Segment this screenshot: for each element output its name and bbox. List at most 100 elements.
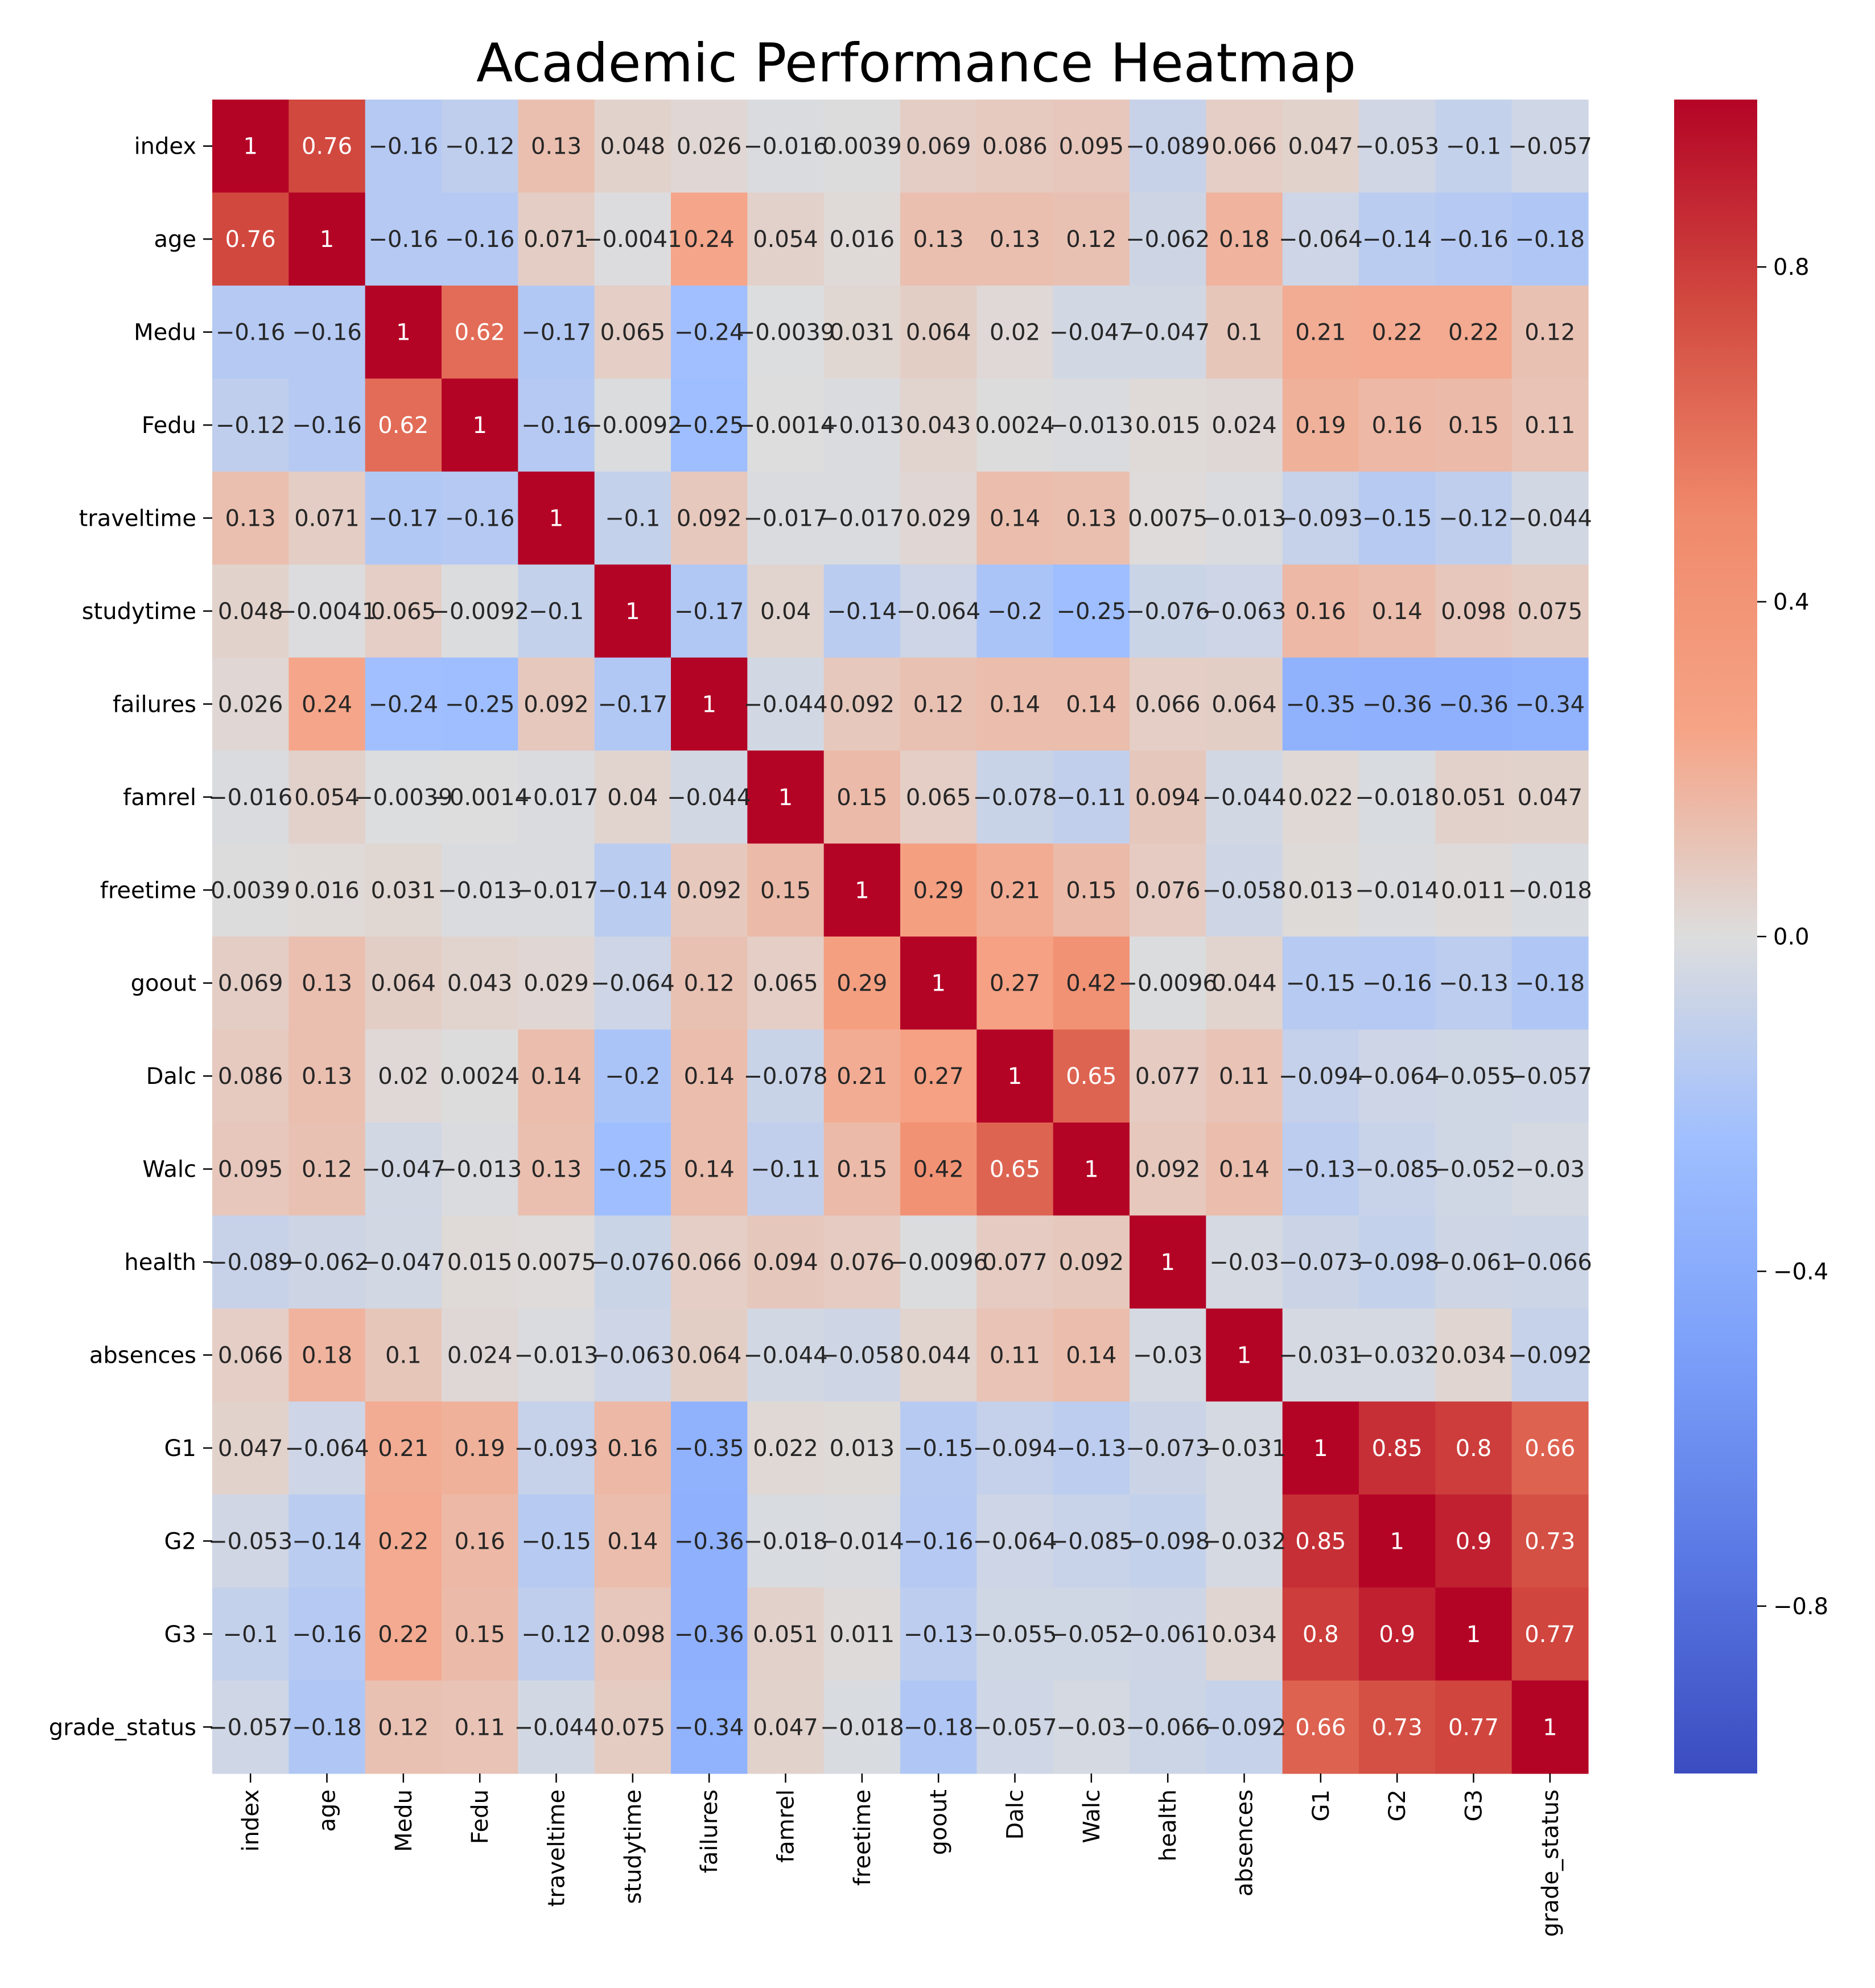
heatmap-cell-label: −0.085 — [1355, 1157, 1439, 1183]
heatmap-cell-label: 0.77 — [1448, 1714, 1499, 1740]
heatmap-cell — [442, 285, 518, 379]
heatmap-cell — [365, 378, 442, 472]
heatmap-cell-label: 0.12 — [302, 1157, 352, 1183]
heatmap-cell-label: −0.12 — [521, 1622, 591, 1648]
heatmap-cell — [365, 285, 442, 379]
heatmap-cell-label: 0.066 — [1211, 134, 1277, 160]
heatmap-cell-label: 1 — [396, 320, 410, 346]
heatmap-cell-label: −0.093 — [514, 1436, 598, 1462]
heatmap-cell-label: −0.044 — [1202, 785, 1286, 811]
heatmap-cell-label: −0.17 — [674, 599, 744, 625]
heatmap-cell-label: −0.36 — [674, 1622, 744, 1648]
heatmap-cell — [289, 285, 366, 379]
heatmap-cell — [976, 378, 1054, 472]
heatmap-cell — [1053, 1122, 1130, 1216]
heatmap-cell — [1435, 285, 1513, 379]
heatmap-cell-label: −0.078 — [972, 785, 1057, 811]
heatmap-cell-label: −0.085 — [1049, 1528, 1134, 1554]
heatmap-cell — [823, 1308, 901, 1402]
heatmap-cell — [442, 100, 518, 193]
heatmap-cell — [900, 937, 977, 1030]
heatmap-cell-label: −0.14 — [598, 877, 668, 904]
heatmap-cell-label: −0.25 — [1057, 599, 1127, 625]
heatmap-cell — [365, 1308, 442, 1402]
heatmap-cell-label: −0.16 — [904, 1528, 974, 1554]
heatmap-cell-label: 0.075 — [600, 1714, 666, 1740]
heatmap-cell — [212, 1680, 289, 1774]
x-tick-label: grade_status — [1538, 1789, 1564, 1937]
y-tick-label: age — [154, 226, 196, 253]
heatmap-cell-label: −0.018 — [1355, 785, 1439, 811]
heatmap-cell-label: 1 — [472, 413, 487, 439]
heatmap-cell — [1206, 564, 1283, 658]
heatmap-cell — [1359, 192, 1436, 286]
heatmap-cell-label: 0.071 — [294, 506, 360, 532]
heatmap-cell-label: 0.14 — [990, 506, 1040, 532]
heatmap-cell-label: 0.8 — [1456, 1436, 1492, 1462]
heatmap-cell-label: 0.85 — [1295, 1528, 1346, 1554]
heatmap-cell-label: 0.13 — [990, 226, 1040, 253]
heatmap-cell — [1282, 564, 1359, 658]
heatmap-cell — [671, 1029, 748, 1123]
y-tick-label: freetime — [100, 877, 196, 904]
heatmap-cell-label: −0.0092 — [583, 413, 682, 439]
heatmap-cell — [823, 657, 901, 751]
heatmap-cell-label: −0.013 — [1049, 413, 1134, 439]
heatmap-cell — [747, 750, 825, 844]
heatmap-cell — [1511, 1029, 1589, 1123]
y-tick-label: grade_status — [49, 1714, 196, 1740]
heatmap-cell-label: 0.76 — [225, 226, 276, 253]
heatmap-cell — [212, 1401, 289, 1495]
heatmap-cell — [1435, 1680, 1513, 1774]
heatmap-cell-label: 0.054 — [753, 226, 818, 253]
heatmap-cell — [442, 1122, 518, 1216]
heatmap-cell — [518, 1308, 595, 1402]
heatmap-cell — [900, 564, 977, 658]
x-tick-label: studytime — [620, 1789, 646, 1904]
heatmap-cell-label: 0.77 — [1524, 1622, 1575, 1648]
heatmap-cell-label: 0.13 — [531, 1157, 582, 1183]
heatmap-cell-label: 0.065 — [906, 785, 971, 811]
heatmap-cell — [823, 378, 901, 472]
heatmap-cell — [1435, 843, 1513, 937]
heatmap-cell-label: 0.077 — [1135, 1063, 1201, 1090]
heatmap-cell-label: −0.18 — [292, 1714, 362, 1740]
y-tick-label: G1 — [164, 1436, 196, 1462]
heatmap-cell — [289, 657, 366, 751]
colorbar-ticks: 0.8 0.4 0.0 −0.4 −0.8 — [1757, 254, 1828, 1620]
heatmap-cell-label: −0.03 — [1133, 1343, 1203, 1369]
heatmap-cell-label: 0.15 — [1066, 877, 1116, 904]
heatmap-cell — [1206, 100, 1283, 193]
heatmap-cell — [1053, 1029, 1130, 1123]
heatmap-cell — [212, 843, 289, 937]
heatmap-cell-label: 0.85 — [1372, 1436, 1423, 1462]
heatmap-cell — [1053, 100, 1130, 193]
heatmap-cell — [823, 285, 901, 379]
heatmap-cell — [747, 471, 825, 565]
heatmap-cell — [671, 750, 748, 844]
heatmap-cell — [289, 750, 366, 844]
heatmap-cell-label: −0.052 — [1431, 1157, 1515, 1183]
heatmap-cell — [976, 564, 1054, 658]
x-tick-label: Medu — [391, 1789, 417, 1852]
heatmap-cell-label: −0.0092 — [430, 599, 529, 625]
heatmap-cell — [1511, 1680, 1589, 1774]
heatmap-cell — [212, 1494, 289, 1588]
heatmap-cell-label: 0.27 — [990, 971, 1040, 997]
heatmap-cell — [900, 192, 977, 286]
heatmap-cell — [442, 750, 518, 844]
heatmap-cell-label: −0.16 — [292, 320, 362, 346]
heatmap-cell — [365, 657, 442, 751]
heatmap-cell-label: −0.061 — [1431, 1249, 1515, 1276]
heatmap-cell — [1359, 100, 1436, 193]
y-tick-label: health — [124, 1249, 196, 1276]
heatmap-cell-label: 0.16 — [1295, 599, 1346, 625]
heatmap-cell — [442, 1401, 518, 1495]
heatmap-cell-label: −0.094 — [1279, 1063, 1363, 1090]
heatmap-cell — [1053, 285, 1130, 379]
heatmap-cell-label: 1 — [1466, 1622, 1481, 1648]
heatmap-cell-label: −0.016 — [743, 134, 827, 160]
heatmap-cell — [1206, 471, 1283, 565]
heatmap-cell-label: −0.0014 — [430, 785, 529, 811]
heatmap-cell-label: 0.054 — [294, 785, 360, 811]
